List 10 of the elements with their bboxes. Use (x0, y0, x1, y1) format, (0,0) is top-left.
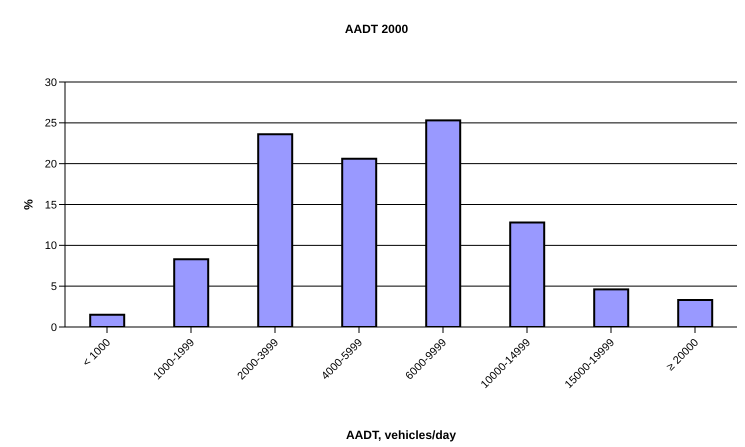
y-tick-label: 20 (44, 158, 57, 171)
chart-title: AADT 2000 (344, 22, 410, 36)
y-tick-label: 0 (50, 322, 57, 334)
x-axis-title: AADT, vehicles/day (346, 428, 456, 442)
y-tick-label: 30 (44, 76, 57, 89)
y-axis-title: % (21, 198, 36, 210)
y-tick-label: 25 (44, 118, 57, 130)
y-tick-label: 5 (50, 281, 57, 294)
y-tick-label: 10 (44, 240, 57, 252)
y-tick-label: 15 (44, 199, 57, 212)
